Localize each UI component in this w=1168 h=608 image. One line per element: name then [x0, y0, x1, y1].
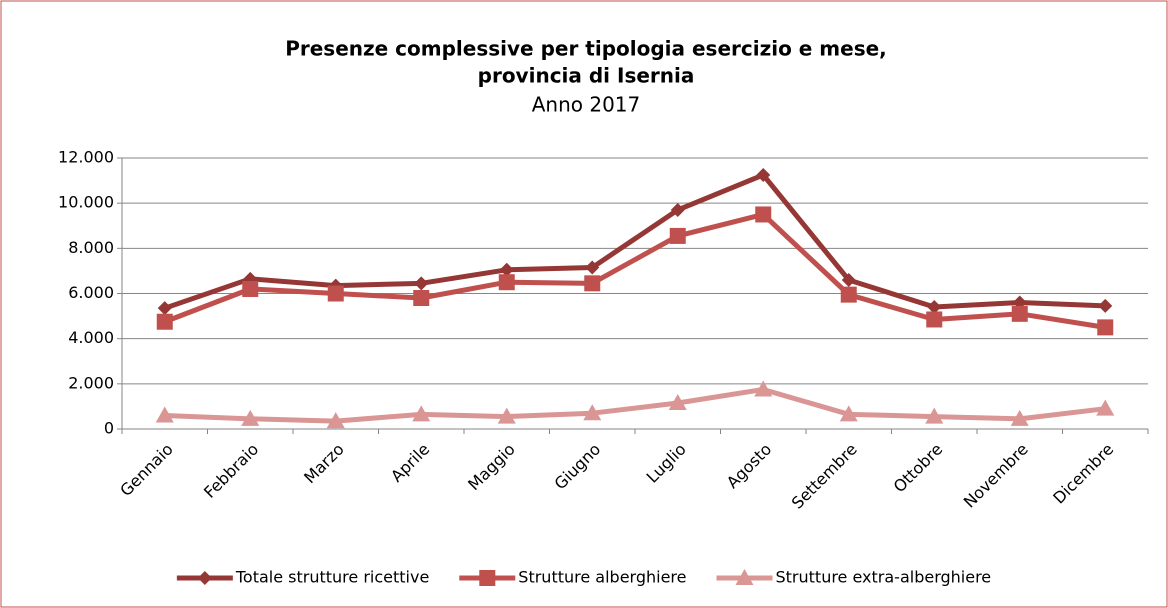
marker — [479, 570, 496, 586]
y-tick-label: 8.000 — [68, 238, 114, 257]
marker — [197, 571, 212, 585]
legend-item: Strutture extra-alberghiere — [716, 568, 991, 587]
y-tick-label: 4.000 — [68, 328, 114, 347]
series-line — [164, 386, 1106, 424]
chart-title: provincia di Isernia — [478, 64, 695, 88]
y-tick-label: 6.000 — [68, 283, 114, 302]
marker — [1098, 298, 1113, 313]
legend-label: Totale strutture ricettive — [235, 568, 429, 587]
marker — [156, 313, 173, 330]
marker — [412, 405, 431, 422]
marker — [584, 275, 601, 292]
chart-subtitle: Anno 2017 — [532, 93, 641, 117]
marker — [927, 300, 942, 315]
marker — [583, 404, 602, 421]
marker — [754, 380, 773, 397]
chart-title: Presenze complessive per tipologia eserc… — [285, 37, 887, 61]
marker — [756, 167, 771, 182]
marker — [157, 301, 172, 316]
marker — [669, 227, 686, 244]
y-tick-label: 0 — [104, 419, 114, 438]
marker — [497, 407, 516, 424]
marker — [841, 272, 856, 287]
legend-item: Strutture alberghiere — [459, 568, 686, 587]
legend-item: Totale strutture ricettive — [176, 568, 429, 587]
marker — [1010, 409, 1029, 426]
marker — [925, 407, 944, 424]
marker — [327, 285, 344, 302]
marker — [155, 406, 174, 423]
marker — [498, 274, 515, 291]
series-line — [163, 211, 1106, 330]
marker — [241, 409, 260, 426]
legend-label: Strutture extra-alberghiere — [775, 568, 991, 587]
marker — [414, 276, 429, 291]
legend-label: Strutture alberghiere — [518, 568, 686, 587]
marker — [413, 290, 430, 307]
marker — [670, 202, 685, 217]
series-line — [163, 172, 1106, 311]
marker — [499, 262, 514, 277]
marker — [668, 394, 687, 411]
marker — [840, 286, 857, 303]
marker — [755, 206, 772, 223]
marker — [1096, 399, 1115, 416]
marker — [326, 412, 345, 429]
marker — [585, 260, 600, 275]
marker — [242, 280, 259, 297]
marker — [1097, 319, 1114, 336]
y-tick-label: 12.000 — [58, 148, 114, 167]
y-tick-label: 2.000 — [68, 373, 114, 392]
marker — [839, 405, 858, 422]
marker — [1011, 305, 1028, 322]
marker — [926, 311, 943, 328]
marker — [735, 569, 754, 585]
y-tick-label: 10.000 — [58, 193, 114, 212]
